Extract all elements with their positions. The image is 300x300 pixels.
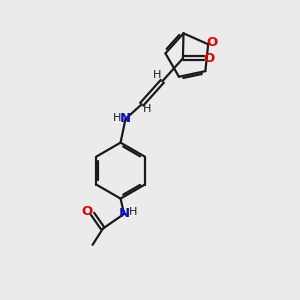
Text: H: H: [153, 70, 161, 80]
Text: N: N: [120, 112, 131, 125]
Text: H: H: [143, 104, 151, 114]
Text: H: H: [129, 207, 137, 218]
Text: N: N: [118, 207, 130, 220]
Text: O: O: [204, 52, 215, 65]
Text: O: O: [81, 205, 92, 218]
Text: H: H: [113, 112, 122, 122]
Text: O: O: [206, 36, 217, 49]
